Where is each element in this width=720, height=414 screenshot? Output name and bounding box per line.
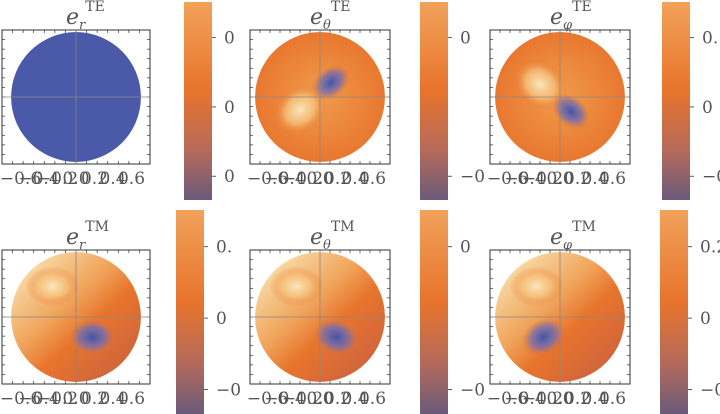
colorbar-label: −0 <box>216 381 241 401</box>
x-tick-label: 0.0 <box>546 389 573 409</box>
x-tick-label: −0.4 <box>264 169 305 189</box>
colorbar-label: −0 <box>460 167 485 187</box>
colorbar-label: 0 <box>700 309 711 329</box>
x-tick-label: −0.2 <box>522 389 563 409</box>
blue-lobe <box>311 64 351 101</box>
light-lobe <box>509 266 564 307</box>
panel-ephi-te: eφTE−0.6−0.4−0.20.00.20.40.60.0−0 <box>487 0 720 200</box>
colorbar-label: 0. <box>702 29 718 49</box>
panel-title: erTM <box>66 219 109 253</box>
x-tick-label: 0.6 <box>599 389 626 409</box>
colorbar-label: 0 <box>702 98 713 118</box>
x-tick-label: −0.4 <box>504 169 545 189</box>
blue-lobe <box>313 318 360 356</box>
x-tick-label: 0.6 <box>118 169 145 189</box>
light-lobe <box>25 266 80 307</box>
x-tick-label: −0.6 <box>0 389 41 409</box>
x-tick-label: 0.2 <box>81 389 108 409</box>
blue-lobe <box>68 318 116 355</box>
x-tick-label: 0.2 <box>324 169 351 189</box>
panel-er-tm: erTM−0.6−0.4−0.20.00.20.40.60.0−0 <box>0 210 241 414</box>
x-tick-label: 0.6 <box>359 169 386 189</box>
x-tick-label: −0.6 <box>0 169 41 189</box>
x-tick-label: −0.4 <box>504 389 545 409</box>
x-tick-label: −0.2 <box>37 169 78 189</box>
colorbar-label: 0 <box>224 167 235 187</box>
x-tick-label: −0.6 <box>247 389 288 409</box>
x-tick-label: 0.6 <box>599 169 626 189</box>
colorbar <box>662 2 690 200</box>
x-tick-label: 0.6 <box>359 389 386 409</box>
colorbar-label: 0 <box>224 29 235 49</box>
x-tick-label: 0.2 <box>564 389 591 409</box>
panel-etheta-te: eθTE −0.6−0.4−0.20.00.20.40.6 0 −0 <box>247 0 485 200</box>
colorbar-label: 0 <box>224 98 235 118</box>
panel-etheta-tm: eθTM −0.6−0.4−0.20.00.20.40.6 0 −0 <box>247 210 485 414</box>
x-tick-label: 0.4 <box>581 169 608 189</box>
x-tick-label: −0.2 <box>522 169 563 189</box>
colorbar <box>660 210 688 414</box>
colorbar <box>184 2 212 200</box>
x-tick-label: 0.4 <box>581 389 608 409</box>
colorbar <box>420 2 448 200</box>
x-tick-label: −0.2 <box>282 389 323 409</box>
panel-title: eφTE <box>550 0 592 33</box>
x-tick-label: −0.2 <box>282 169 323 189</box>
x-tick-label: 0.0 <box>306 389 333 409</box>
colorbar-label: −0 <box>700 381 720 401</box>
x-tick-label: 0.0 <box>62 169 89 189</box>
x-tick-label: 0.4 <box>341 389 368 409</box>
colorbar-label: 0. <box>216 238 232 258</box>
colorbar-label: 0.2 <box>700 238 720 258</box>
x-tick-label: −0.6 <box>487 389 528 409</box>
x-tick-label: 0.2 <box>324 389 351 409</box>
colorbar <box>176 210 204 414</box>
light-lobe <box>269 266 324 307</box>
x-tick-label: 0.4 <box>341 169 368 189</box>
x-tick-label: 0.4 <box>99 169 126 189</box>
colorbar-label: 0 <box>460 238 471 258</box>
x-tick-label: −0.6 <box>247 169 288 189</box>
panel-title: erTE <box>66 0 105 33</box>
colorbar-label: 0 <box>460 29 471 49</box>
panel-title: eθTE <box>310 0 350 33</box>
panel-title: eφTM <box>550 219 596 253</box>
x-tick-label: −0.4 <box>264 389 305 409</box>
x-tick-label: −0.2 <box>37 389 78 409</box>
colorbar <box>420 210 448 414</box>
x-tick-label: −0.4 <box>18 389 59 409</box>
panel-ephi-tm: eφTM−0.6−0.4−0.20.00.20.40.60.20−0 <box>487 210 720 414</box>
x-tick-label: −0.6 <box>487 169 528 189</box>
x-tick-label: 0.2 <box>81 169 108 189</box>
panel-title: eθTM <box>310 219 355 253</box>
x-tick-label: −0.4 <box>18 169 59 189</box>
blue-lobe <box>521 317 566 357</box>
x-tick-label: 0.0 <box>306 169 333 189</box>
x-tick-label: 0.0 <box>62 389 89 409</box>
colorbar-label: 0 <box>216 309 227 329</box>
x-tick-label: 0.0 <box>546 169 573 189</box>
x-tick-label: 0.6 <box>118 389 145 409</box>
blue-lobe <box>551 93 591 130</box>
colorbar-label: −0 <box>460 381 485 401</box>
panel-er-te: erTE −0.6−0.4−0.20.00.20.40.6 0 0 0 <box>0 0 235 200</box>
x-tick-label: 0.4 <box>99 389 126 409</box>
colorbar-label: −0 <box>702 167 720 187</box>
x-tick-label: 0.2 <box>564 169 591 189</box>
